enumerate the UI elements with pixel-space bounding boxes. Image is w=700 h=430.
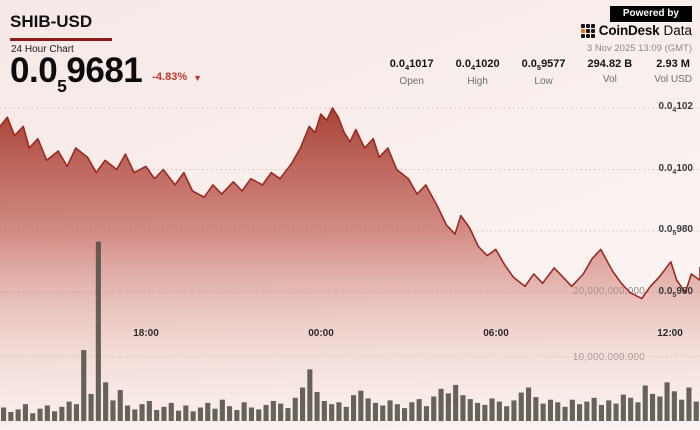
price-axis-label-960: 0.05960	[658, 286, 694, 299]
time-axis-label-1800: 18:00	[133, 328, 159, 339]
time-axis-label-0600: 06:00	[483, 328, 509, 339]
time-axis-label-0000: 00:00	[308, 328, 334, 339]
price-axis-label-980: 0.05980	[658, 224, 694, 237]
price-axis-label-102: 0.04102	[658, 101, 694, 114]
price-axis-label-100: 0.04100	[658, 163, 694, 176]
time-axis-label-1200: 12:00	[657, 328, 683, 339]
